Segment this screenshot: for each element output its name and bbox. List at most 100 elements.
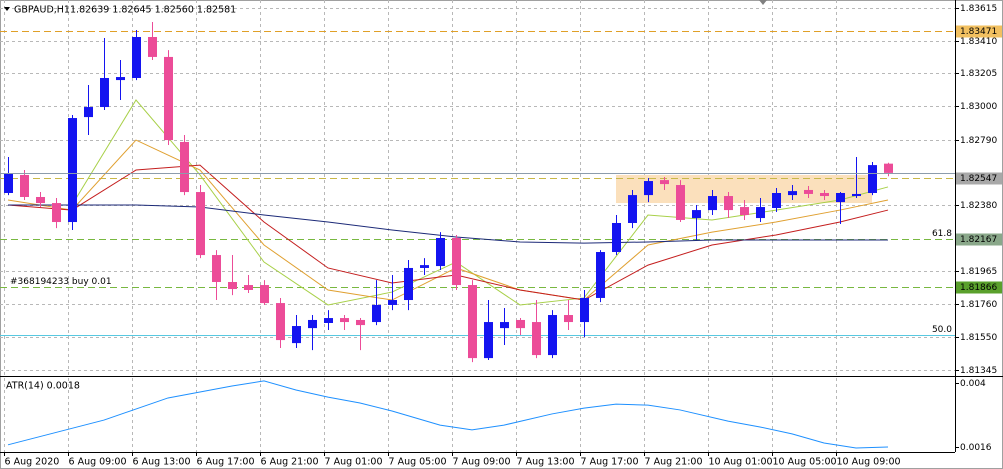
x-tick-label: 10 Aug 01:00 [709,457,773,468]
candle-body [180,141,189,193]
candle-body [708,196,717,211]
candle-body [292,326,301,344]
candle-body [436,237,445,267]
candle-body [372,304,381,323]
candle-body [132,37,141,78]
candle-body [580,297,589,323]
candle-body [564,315,573,323]
x-tick-label: 6 Aug 09:00 [69,457,127,468]
candle-body [884,163,893,173]
candle-body [36,196,45,204]
level-price-box [956,233,1002,246]
y-tick-label: 1.83615 [960,4,997,14]
atr-title: ATR(14) 0.0018 [6,381,80,392]
x-tick-label: 10 Aug 05:00 [773,457,837,468]
y-tick-label: 1.81965 [960,267,997,277]
level-text: #368194233 buy 0.01 [10,277,112,287]
candle-body [4,173,13,194]
level-text: 61.8 [932,229,952,239]
candle-body [692,210,701,219]
x-tick-label: 6 Aug 2020 [5,457,60,468]
candle-body [276,303,285,341]
shift-marker [759,0,767,5]
candle-body [420,265,429,268]
candle-body [788,191,797,196]
candle-body [356,319,365,326]
x-tick-label: 7 Aug 01:00 [325,457,383,468]
candle-body [644,181,653,196]
candle-body [724,196,733,211]
level-price-box [956,281,1002,294]
candle-body [612,222,621,253]
level-price-box [956,172,1002,185]
candle-body [500,322,509,329]
candle-body [852,193,861,197]
y-tick-label: 1.83205 [960,69,997,79]
y-tick-label: 1.83000 [960,102,997,112]
candle-body [516,319,525,329]
candle-body [68,118,77,223]
candle-body [388,300,397,305]
x-tick-label: 6 Aug 17:00 [197,457,255,468]
candle-body [196,192,205,256]
y-tick-label: 1.81550 [960,333,997,343]
menu-arrow[interactable] [4,7,10,11]
candle-body [404,267,413,301]
indicator-line [7,380,889,449]
candle-body [676,185,685,220]
level-price-label: 1.83471 [960,27,997,37]
candle-body [532,322,541,356]
y-tick-label: 1.83410 [960,37,997,47]
candle-body [164,56,173,141]
candle-body [340,318,349,323]
x-tick-label: 6 Aug 13:00 [133,457,191,468]
candle-body [84,107,93,118]
candle-body [628,195,637,223]
ohlc-values: 1.82639 1.82645 1.82560 1.82581 [70,5,236,16]
level-price-label: 1.81866 [960,283,997,293]
y-tick-label: 1.81345 [960,366,997,376]
candle-body [820,193,829,197]
y-tick-label: 0.004 [960,379,986,389]
x-tick-label: 7 Aug 21:00 [645,457,703,468]
level-price-label: 1.82167 [960,235,997,245]
x-tick-label: 10 Aug 09:00 [837,457,901,468]
y-tick-label: 1.82790 [960,136,997,146]
candle-body [308,319,317,329]
level-price-label: 1.82547 [960,174,997,184]
candle-body [484,322,493,359]
candle-body [836,193,845,203]
y-tick-label: 1.81760 [960,300,997,310]
level-text: 50.0 [932,325,952,335]
candle-body [548,315,557,356]
x-tick-label: 7 Aug 13:00 [517,457,575,468]
candle-body [116,77,125,81]
candle-body [228,282,237,290]
candle-body [20,174,29,197]
candle-body [868,165,877,194]
candle-body [260,285,269,304]
candle-body [452,237,461,286]
candle-body [148,37,157,57]
candle-body [772,193,781,208]
level-price-box [956,25,1002,38]
candle-body [740,207,749,216]
candle-body [324,318,333,324]
candle-body [468,285,477,359]
x-tick-label: 7 Aug 05:00 [389,457,447,468]
candle-body [212,255,221,283]
candle-body [660,180,669,185]
x-tick-label: 7 Aug 09:00 [453,457,511,468]
x-tick-label: 7 Aug 17:00 [581,457,639,468]
candle-body [804,189,813,194]
y-tick-label: 1.82380 [960,201,997,211]
price-zone [616,174,872,204]
candle-body [100,77,109,108]
candle-body [756,207,765,219]
x-tick-label: 6 Aug 21:00 [261,457,319,468]
candle-body [52,203,61,223]
candle-body [596,252,605,298]
